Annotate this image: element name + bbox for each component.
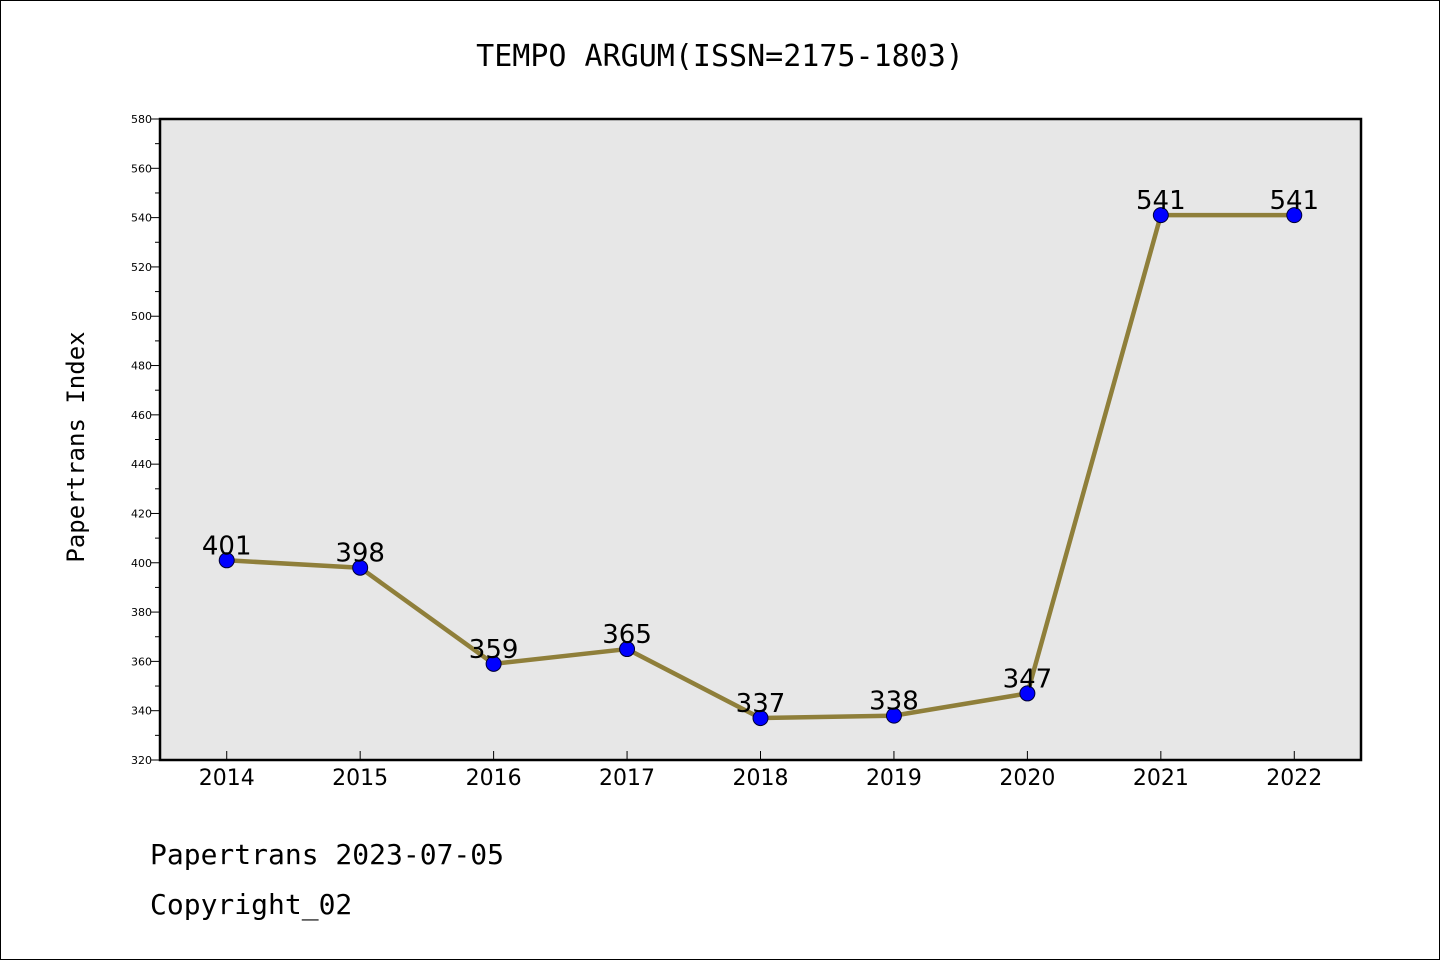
data-label: 338 [869,687,919,717]
data-label: 541 [1269,186,1319,216]
y-tick-label: 340 [131,705,152,718]
data-point [1152,207,1169,224]
x-tick-label: 2018 [733,766,789,791]
data-point [1019,685,1036,702]
y-tick-label: 540 [131,212,152,225]
data-point [885,707,902,724]
y-tick-label: 460 [131,409,152,422]
x-tick-label: 2015 [332,766,388,791]
data-point [485,655,502,672]
footer-copyright: Copyright_02 [150,888,352,922]
x-tick-label: 2014 [199,766,255,791]
data-label: 359 [469,635,519,665]
y-tick-label: 360 [131,655,152,668]
y-tick-label: 440 [131,458,152,471]
data-point [1286,207,1303,224]
x-tick-label: 2019 [866,766,922,791]
x-tick-label: 2022 [1266,766,1322,791]
x-tick-label: 2021 [1133,766,1189,791]
x-tick-label: 2020 [999,766,1055,791]
y-axis-ticks: 320 340 360 380 400 420 440 460 480 500 520 540 560 5… [131,113,160,767]
data-label: 365 [602,620,652,650]
y-tick-label: 520 [131,261,152,274]
y-tick-label: 560 [131,162,152,175]
y-tick-label: 500 [131,310,152,323]
y-tick-label: 320 [131,754,152,767]
data-label: 398 [335,539,385,569]
y-tick-label: 580 [131,113,152,126]
data-label: 541 [1136,186,1186,216]
x-axis-ticks: 2014 2015 2016 2017 2018 2019 2020 2021 2022 [199,751,1322,791]
data-point [352,559,369,576]
y-tick-label: 420 [131,507,152,520]
x-tick-label: 2016 [466,766,522,791]
footer-date: Papertrans 2023-07-05 [150,838,504,871]
chart-title: TEMPO ARGUM(ISSN=2175-1803) [476,39,964,74]
y-tick-label: 380 [131,606,152,619]
data-label: 401 [202,531,252,561]
data-point [619,641,636,658]
series-group: 401 398 359 365 337 338 347 541 541 [202,186,1319,727]
data-label: 337 [736,689,786,719]
x-tick-label: 2017 [599,766,655,791]
plot-area [158,117,1363,762]
y-tick-label: 480 [131,360,152,373]
y-tick-label: 400 [131,557,152,570]
y-axis-label: Papertrans Index [62,331,90,562]
data-point [752,710,769,727]
data-label: 347 [1003,664,1053,694]
data-point [218,552,235,569]
